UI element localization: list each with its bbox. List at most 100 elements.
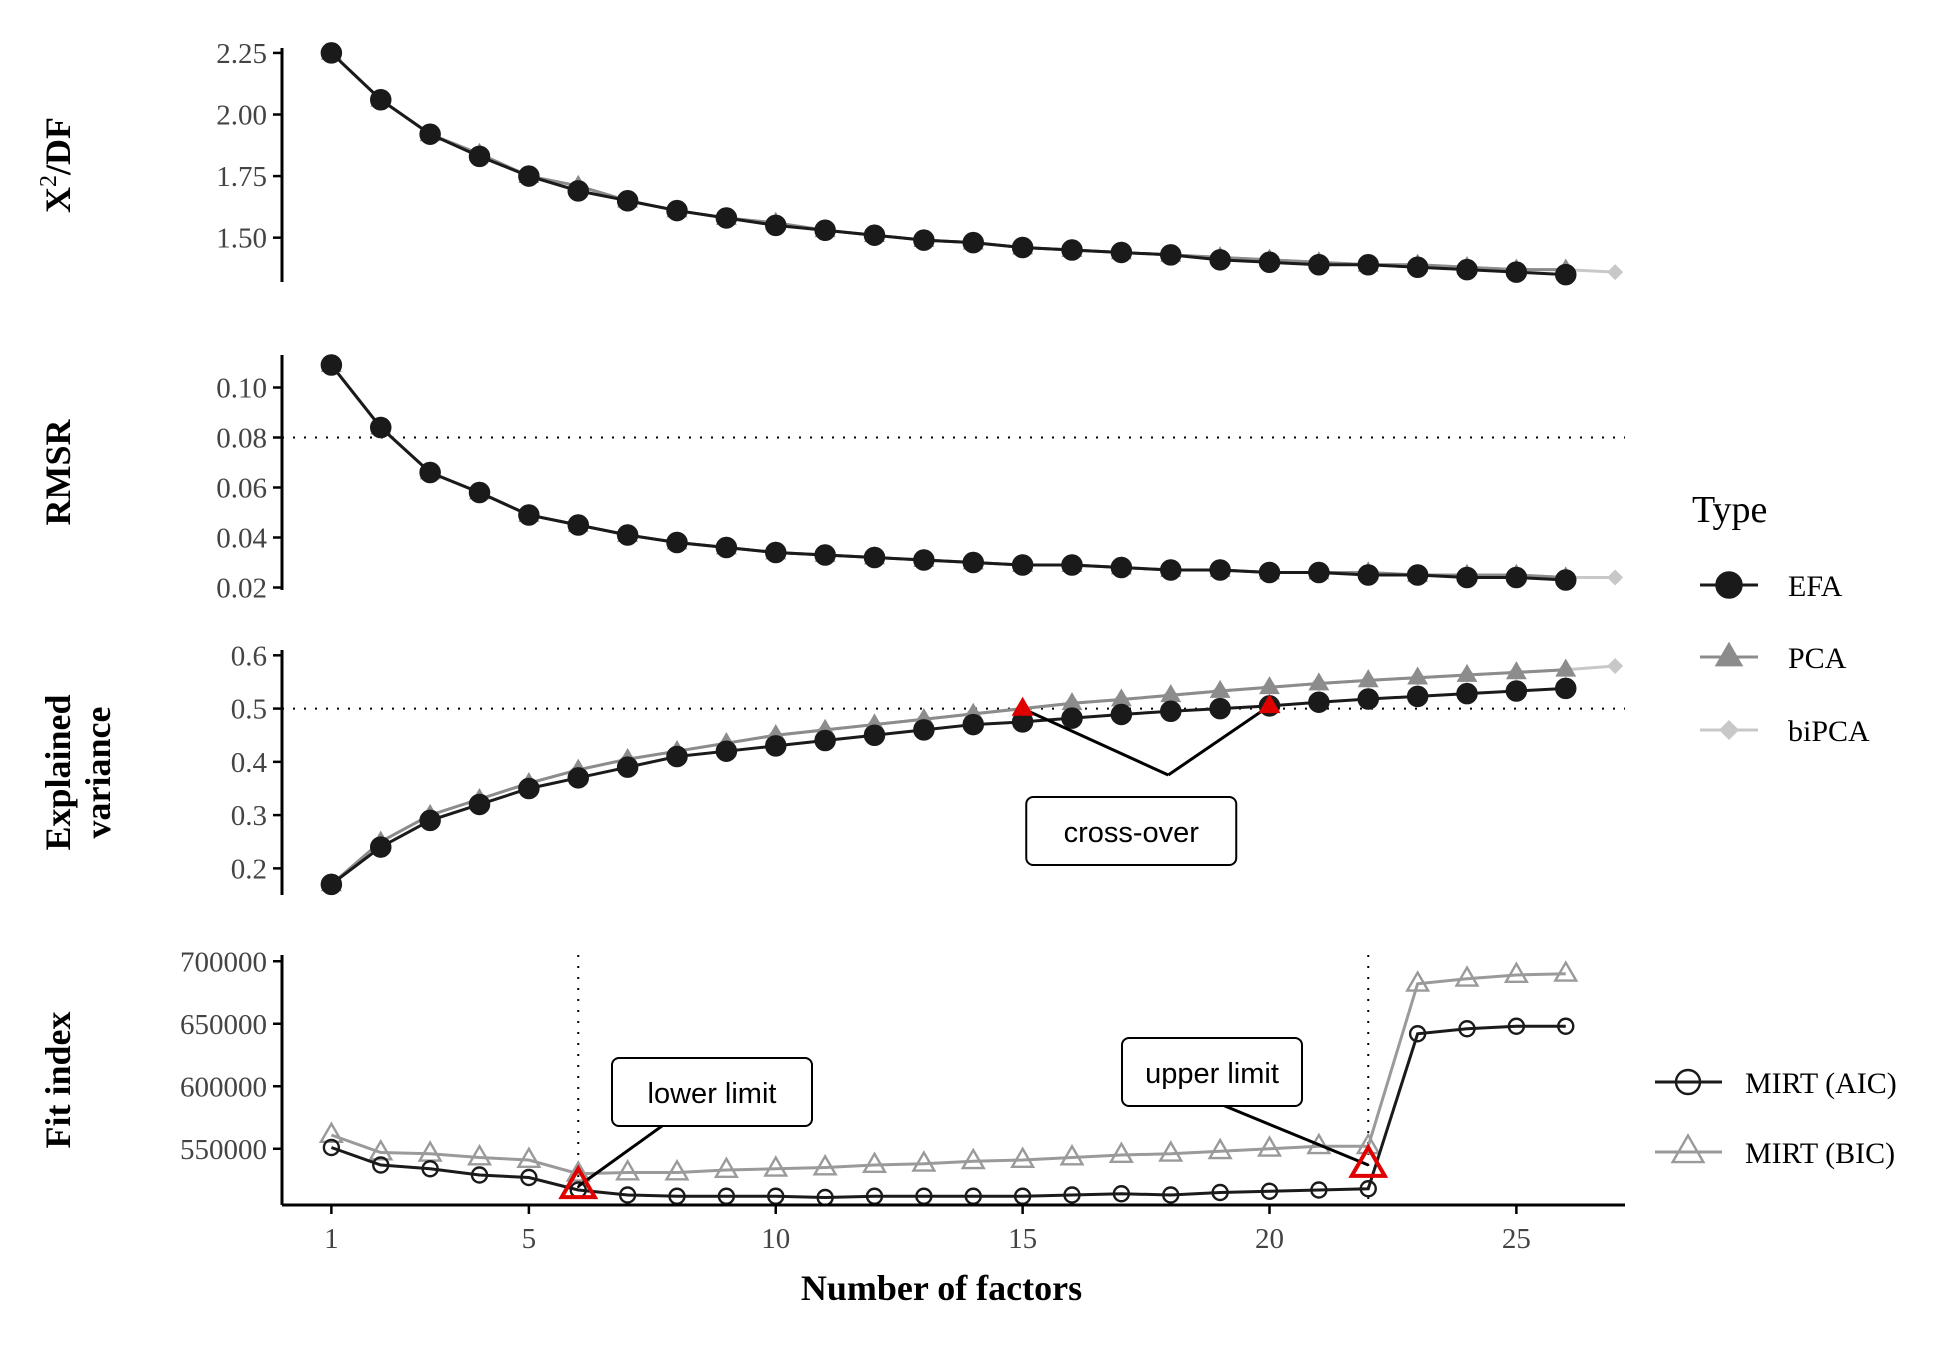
annotation-label-upper-limit: upper limit (1145, 1058, 1279, 1090)
data-point-efa (962, 551, 984, 574)
data-point-bipca (1607, 657, 1624, 674)
data-point-efa (1258, 251, 1281, 274)
data-point-efa (1406, 564, 1429, 586)
y-axis-title: Explained (38, 694, 78, 850)
legend-marker-pca (1714, 641, 1744, 667)
data-point-efa (1357, 688, 1379, 710)
data-point-efa (1555, 263, 1577, 286)
legend-label-mirt-bic: MIRT (BIC) (1745, 1137, 1895, 1170)
series-line-efa (330, 364, 1566, 582)
data-point-bipca (1607, 264, 1624, 281)
legend-item-pca: PCA (1700, 641, 1847, 675)
annotation-connector (1167, 704, 1271, 777)
series-efa (320, 354, 1577, 591)
data-point-efa (863, 546, 886, 569)
annotation-connector (1022, 707, 1169, 777)
data-point-mirt-bic (565, 1160, 591, 1182)
y-axis-title: X2/DF (36, 117, 78, 213)
data-point-efa (1308, 254, 1330, 276)
data-point-efa (765, 214, 787, 237)
data-point-efa (1505, 680, 1528, 702)
y-tick-label: 0.06 (216, 473, 267, 505)
data-point-mirt-bic (713, 1156, 739, 1179)
data-point-efa (1110, 556, 1133, 579)
series-bipca (323, 357, 1624, 586)
legend-label-bipca: biPCA (1788, 715, 1870, 748)
data-point-mirt-bic (1010, 1146, 1036, 1169)
x-tick-label: 1 (324, 1223, 339, 1255)
data-point-mirt-bic (1355, 1132, 1381, 1155)
x-axis-title: Number of factors (801, 1268, 1082, 1308)
data-point-efa (1505, 261, 1528, 283)
data-point-efa (567, 514, 589, 536)
y-tick-label: 0.4 (231, 747, 268, 779)
y-tick-label: 600000 (180, 1071, 267, 1103)
data-point-efa (468, 793, 491, 816)
y-tick-label: 0.08 (216, 423, 267, 455)
series-bipca (323, 657, 1624, 893)
data-point-efa (1258, 561, 1281, 584)
data-point-efa (1209, 697, 1231, 720)
legend-marker-efa (1715, 571, 1743, 599)
data-point-mirt-bic (763, 1155, 789, 1177)
y-tick-label: 0.04 (216, 523, 267, 555)
panel-rmsr: 0.02 0.04 0.06 0.08 0.10 RMSR (38, 353, 1625, 605)
data-point-efa (419, 461, 441, 484)
data-point-efa (468, 481, 491, 504)
legend-marker-bipca (1719, 720, 1739, 740)
data-point-efa (1456, 682, 1478, 705)
legend-marker-mirt-aic (1674, 1068, 1702, 1096)
data-point-mirt-aic (1162, 1186, 1180, 1204)
data-point-mirt-bic (516, 1146, 542, 1169)
series-efa (320, 42, 1577, 286)
series-line-pca (330, 364, 1566, 579)
data-point-efa (666, 531, 688, 554)
data-point-mirt-aic (1458, 1020, 1476, 1038)
y-axis-title-line2: variance (78, 707, 118, 839)
data-point-efa (419, 809, 441, 832)
data-point-mirt-aic (1211, 1183, 1229, 1202)
data-point-efa (1110, 703, 1133, 726)
data-point-pca (1209, 679, 1231, 698)
data-point-efa (962, 713, 984, 736)
data-point-efa (518, 777, 540, 800)
data-point-mirt-bic (664, 1158, 690, 1181)
annotation-label-cross-over: cross-over (1064, 817, 1200, 849)
data-point-efa (1160, 559, 1182, 581)
data-point-efa (1011, 554, 1034, 576)
data-point-efa (419, 123, 441, 145)
data-point-mirt-aic (421, 1160, 439, 1178)
data-point-mirt-bic (960, 1147, 986, 1170)
y-tick-label: 700000 (180, 946, 267, 978)
data-point-mirt-bic (1405, 970, 1431, 992)
data-point-mirt-aic (520, 1168, 538, 1187)
data-point-bipca (1607, 569, 1624, 586)
legend-marker-mirt-bic (1670, 1133, 1706, 1164)
legend-label-pca: PCA (1788, 642, 1847, 675)
data-point-efa (913, 719, 935, 741)
data-point-efa (715, 207, 738, 229)
series-line-efa (330, 51, 1566, 277)
data-point-mirt-bic (1454, 965, 1480, 987)
x-tick-label: 20 (1255, 1223, 1284, 1255)
data-point-efa (320, 42, 343, 64)
data-point-mirt-aic (1557, 1017, 1575, 1035)
data-point-efa (913, 229, 935, 251)
y-tick-label: 0.3 (231, 800, 267, 832)
data-point-efa (616, 524, 639, 546)
y-axis-title: RMSR (38, 419, 78, 526)
data-point-efa (863, 724, 886, 746)
data-point-efa (616, 189, 639, 212)
series-line-pca (330, 668, 1566, 886)
data-point-efa (1061, 707, 1083, 729)
annotation-box (611, 1057, 813, 1127)
x-tick-label: 15 (1008, 1223, 1037, 1255)
data-point-mirt-bic (1553, 960, 1579, 982)
crossover-marker (1011, 696, 1034, 716)
y-tick-label: 0.6 (231, 640, 267, 672)
data-point-mirt-bic (1503, 961, 1529, 984)
data-point-mirt-aic (1260, 1182, 1279, 1200)
y-tick-label: 1.50 (216, 223, 267, 255)
